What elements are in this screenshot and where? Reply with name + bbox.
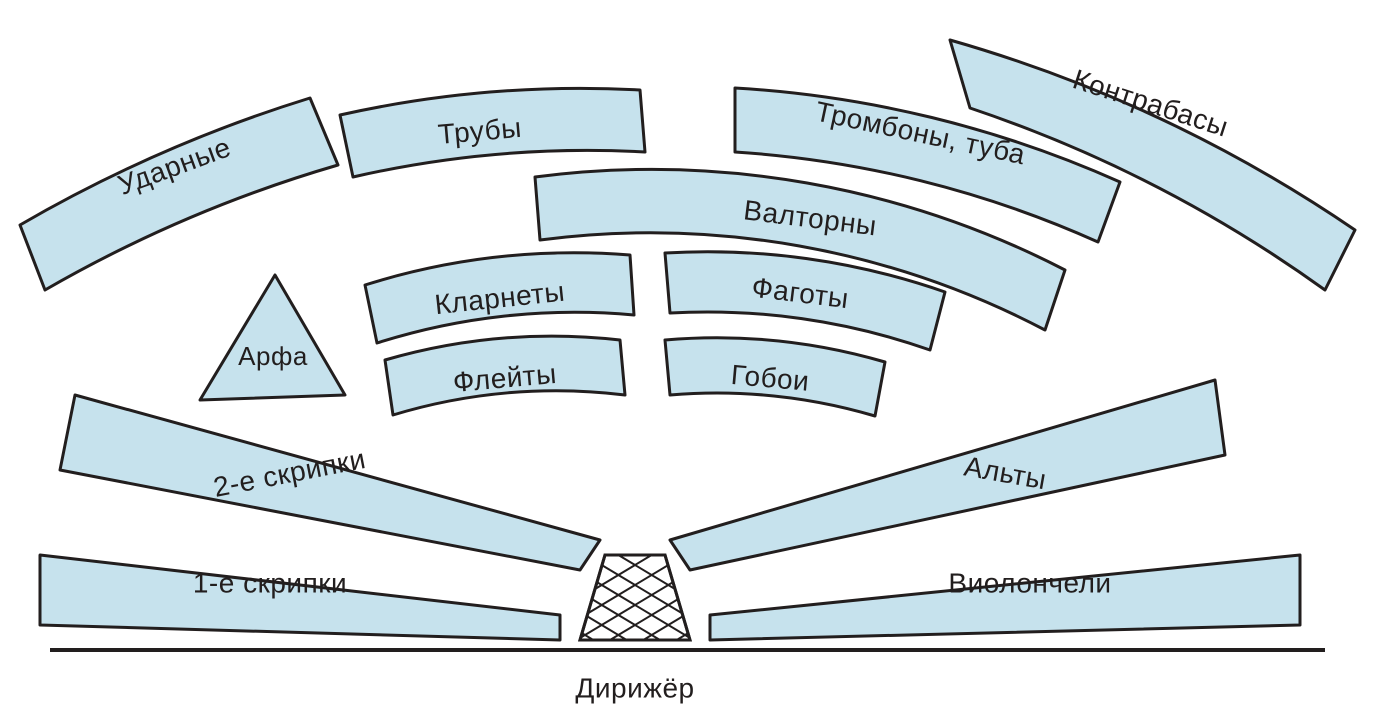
label-conductor: Дирижёр [575,672,694,703]
label-first-violins: 1-е скрипки [193,567,347,598]
section-second-violins [60,395,600,570]
label-cellos: Виолончели [948,567,1111,598]
section-harp [200,275,345,400]
section-percussion [20,98,338,290]
section-violas [670,380,1225,570]
orchestra-seating-diagram: 1-е скрипки Виолончели 2-е скрипки Альты… [0,0,1375,717]
label-harp: Арфа [238,341,308,371]
